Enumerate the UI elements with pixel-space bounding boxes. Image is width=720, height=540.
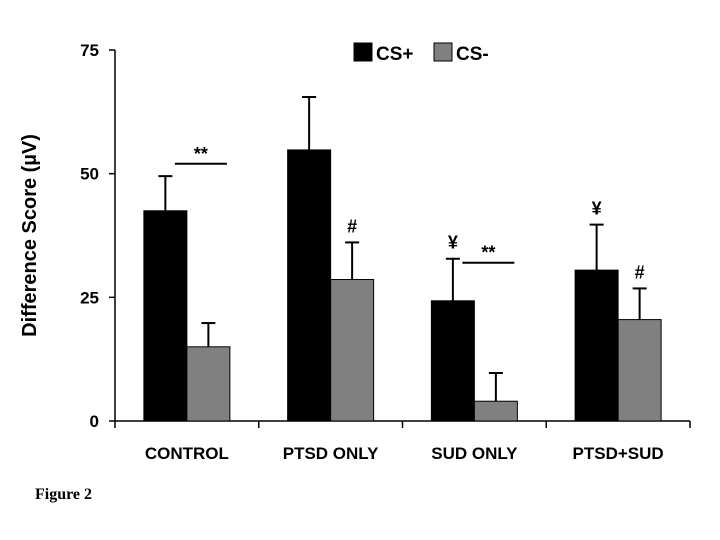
- bar-cs-plus: [430, 300, 475, 422]
- y-tick-label: 50: [80, 165, 99, 184]
- bar-cs-plus: [574, 269, 619, 422]
- legend-label: CS-: [456, 44, 489, 65]
- significance-marker: #: [635, 262, 645, 282]
- significance-marker: **: [194, 144, 208, 164]
- y-tick-label: 0: [90, 412, 99, 431]
- legend-swatch: [353, 42, 373, 62]
- significance-marker: ¥: [592, 199, 602, 219]
- x-category-label: CONTROL: [145, 444, 229, 463]
- bar-cs-minus: [186, 346, 231, 422]
- bar-cs-plus: [287, 149, 332, 422]
- x-category-label: SUD ONLY: [431, 444, 518, 463]
- legend-label: CS+: [376, 44, 414, 65]
- legend: CS+ CS-: [353, 42, 489, 65]
- bar-cs-minus: [330, 279, 375, 422]
- bar-cs-minus: [473, 400, 518, 422]
- significance-marker: #: [347, 216, 357, 236]
- y-tick-label: 25: [80, 288, 99, 307]
- annotations: ** # ¥ ** ¥ #: [174, 144, 645, 282]
- significance-marker: ¥: [448, 233, 458, 253]
- x-category-label: PTSD ONLY: [283, 444, 379, 463]
- x-category-label: PTSD+SUD: [573, 444, 664, 463]
- figure-caption: Figure 2: [35, 486, 93, 503]
- axes: 0 25 50 75 CONTROL PTSD ONLY SUD ONLY PTSD+SUD D…: [19, 41, 691, 463]
- significance-marker: **: [481, 243, 495, 263]
- bar-cs-plus: [143, 210, 188, 422]
- y-tick-label: 75: [80, 41, 99, 60]
- y-axis-title: Difference Score (µV): [19, 134, 41, 337]
- bar-cs-minus: [617, 319, 662, 422]
- bars: [143, 95, 662, 422]
- legend-swatch: [433, 42, 453, 62]
